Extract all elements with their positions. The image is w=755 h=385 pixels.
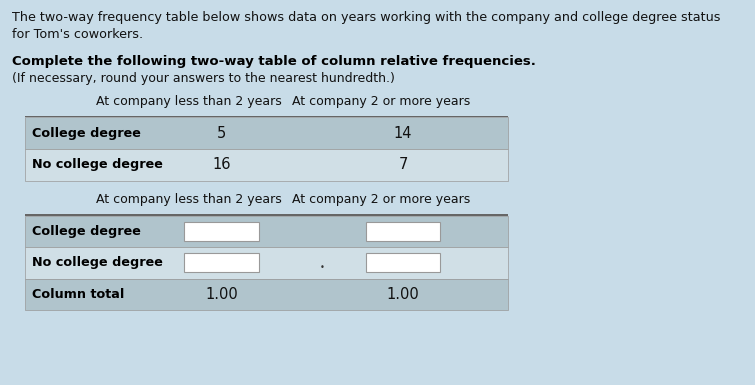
FancyBboxPatch shape bbox=[25, 117, 508, 149]
Text: 16: 16 bbox=[212, 157, 231, 172]
FancyBboxPatch shape bbox=[365, 253, 440, 273]
FancyBboxPatch shape bbox=[25, 116, 508, 117]
Text: 7: 7 bbox=[398, 157, 408, 172]
Text: •: • bbox=[319, 263, 324, 272]
FancyBboxPatch shape bbox=[25, 214, 508, 216]
FancyBboxPatch shape bbox=[25, 247, 508, 279]
Text: for Tom's coworkers.: for Tom's coworkers. bbox=[12, 28, 143, 41]
FancyBboxPatch shape bbox=[25, 149, 508, 181]
Text: No college degree: No college degree bbox=[32, 256, 163, 270]
FancyBboxPatch shape bbox=[184, 222, 259, 241]
FancyBboxPatch shape bbox=[25, 279, 508, 310]
FancyBboxPatch shape bbox=[25, 216, 508, 247]
Text: The two-way frequency table below shows data on years working with the company a: The two-way frequency table below shows … bbox=[12, 11, 721, 24]
FancyBboxPatch shape bbox=[184, 253, 259, 273]
Text: Column total: Column total bbox=[32, 288, 125, 301]
Text: 14: 14 bbox=[393, 126, 412, 141]
Text: No college degree: No college degree bbox=[32, 158, 163, 171]
Text: College degree: College degree bbox=[32, 225, 141, 238]
Text: At company 2 or more years: At company 2 or more years bbox=[292, 193, 470, 206]
Text: At company less than 2 years: At company less than 2 years bbox=[96, 95, 282, 108]
Text: 5: 5 bbox=[217, 126, 226, 141]
Text: Complete the following two-way table of column relative frequencies.: Complete the following two-way table of … bbox=[12, 55, 536, 68]
Text: 1.00: 1.00 bbox=[387, 287, 419, 302]
FancyBboxPatch shape bbox=[365, 222, 440, 241]
Text: At company less than 2 years: At company less than 2 years bbox=[96, 193, 282, 206]
Text: College degree: College degree bbox=[32, 127, 141, 140]
FancyBboxPatch shape bbox=[0, 0, 620, 385]
Text: At company 2 or more years: At company 2 or more years bbox=[292, 95, 470, 108]
Text: 1.00: 1.00 bbox=[205, 287, 238, 302]
Text: (If necessary, round your answers to the nearest hundredth.): (If necessary, round your answers to the… bbox=[12, 72, 396, 85]
